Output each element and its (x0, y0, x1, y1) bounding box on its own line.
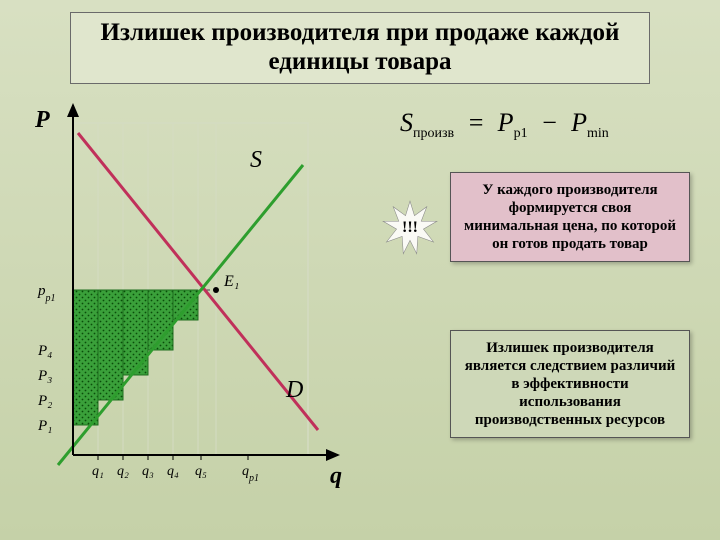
starburst-callout: !!! (382, 200, 438, 256)
svg-text:q: q (330, 463, 342, 489)
svg-text:D: D (285, 377, 303, 403)
svg-text:pp1: pp1 (37, 283, 56, 304)
svg-text:q₁: q₁ (92, 464, 104, 479)
svg-text:P₄: P₄ (37, 343, 52, 359)
svg-text:q₄: q₄ (167, 464, 179, 479)
svg-text:q₂: q₂ (117, 464, 129, 479)
svg-text:qp1: qp1 (242, 464, 259, 484)
info-box-minimal-price: У каждого производителя формируется своя… (450, 172, 690, 262)
svg-text:P₁: P₁ (37, 418, 52, 434)
svg-text:P: P (34, 107, 50, 133)
starburst-text: !!! (402, 219, 418, 237)
slide-title: Излишек производителя при продаже каждой… (70, 12, 650, 84)
svg-text:P₃: P₃ (37, 368, 52, 384)
svg-text:P₂: P₂ (37, 393, 52, 409)
info-box-surplus-reason: Излишек производителя является следствие… (450, 330, 690, 438)
svg-text:q₅: q₅ (195, 464, 207, 479)
supply-demand-chart: E₁ q₁ q₂ q₃ q₄ q₅ qp1 P₁ P₂ P₃ P₄ pp1 Pq S D (18, 95, 368, 495)
svg-text:S: S (250, 147, 262, 173)
formula: Sпроизв = Pp1 − Pmin (400, 108, 609, 142)
svg-text:E₁: E₁ (223, 273, 239, 290)
svg-text:q₃: q₃ (142, 464, 154, 479)
